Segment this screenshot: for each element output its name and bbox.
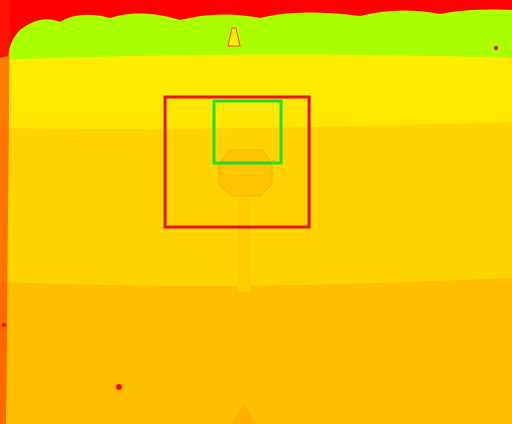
mid-depth-region	[0, 118, 512, 286]
far-depth-region	[0, 47, 512, 129]
outer-detection-box	[163, 95, 311, 229]
stop-sign-octagon	[218, 149, 273, 197]
stop-sign-pole	[238, 198, 250, 292]
invalid-depth-left-edge	[0, 0, 10, 424]
inner-detection-box	[212, 99, 283, 165]
noise-speck	[494, 46, 498, 50]
ground-blip	[232, 404, 256, 424]
noise-speck	[2, 323, 6, 327]
invalid-depth-region	[0, 0, 512, 58]
noise-speck	[116, 384, 122, 390]
farthest-depth-region	[0, 0, 512, 60]
horizon-structure	[227, 27, 241, 47]
